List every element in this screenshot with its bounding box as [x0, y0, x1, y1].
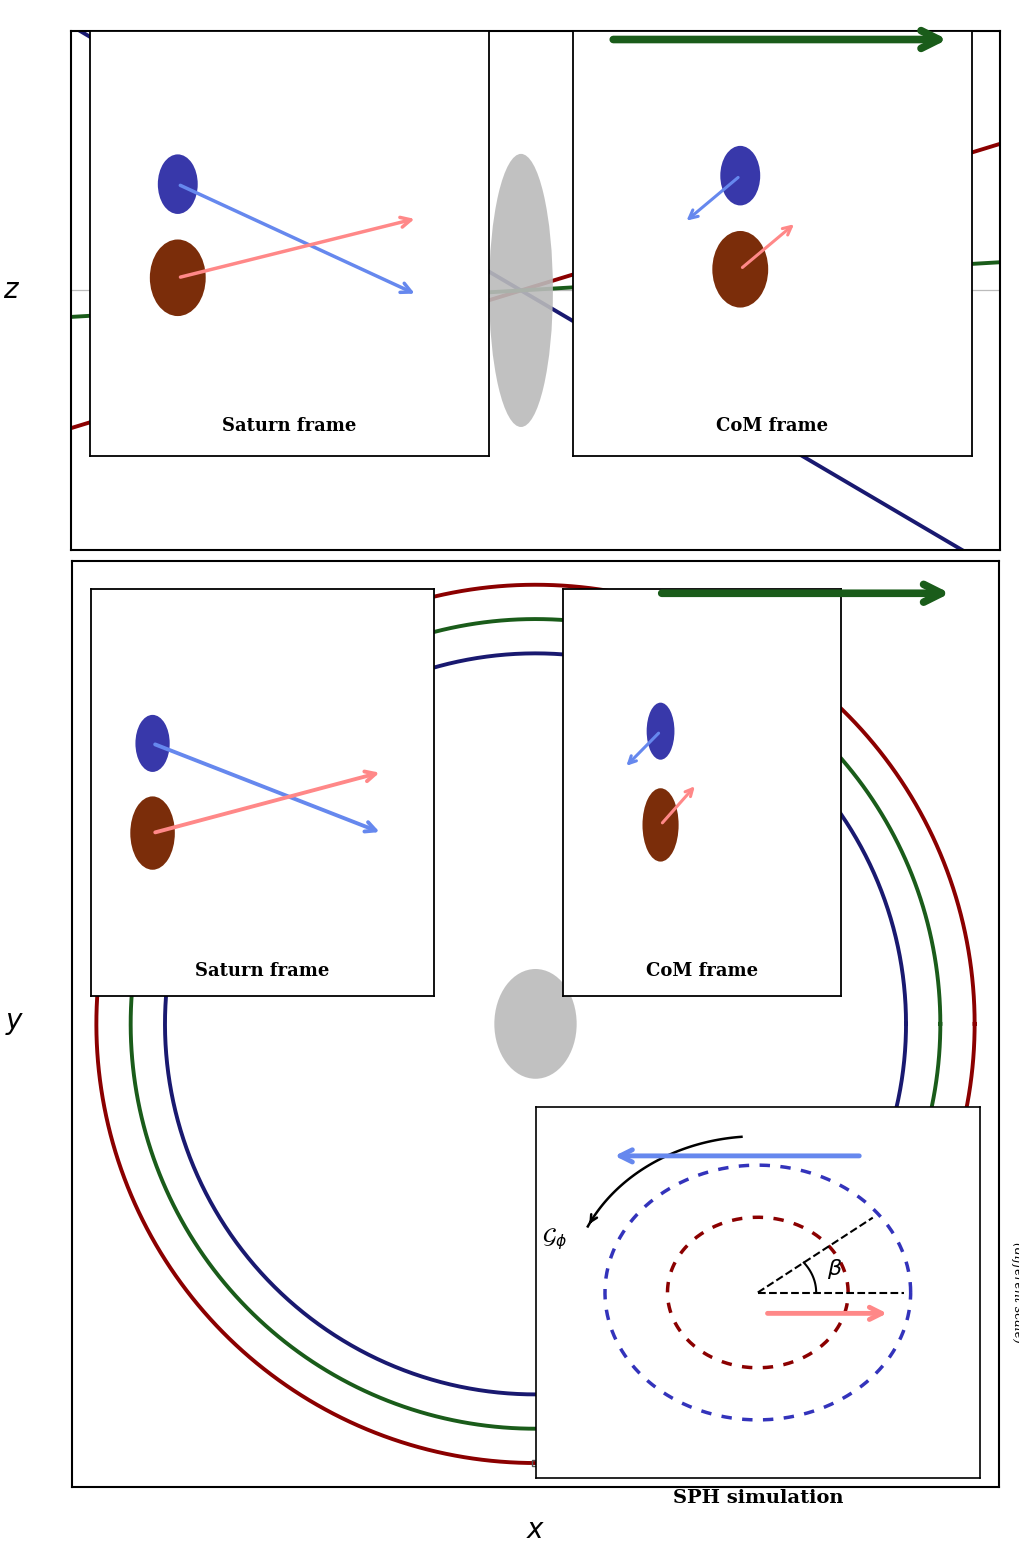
- Ellipse shape: [489, 153, 552, 428]
- Ellipse shape: [494, 970, 576, 1078]
- Text: $x$: $x$: [526, 1516, 544, 1544]
- Text: $z$: $z$: [3, 277, 20, 304]
- Text: $y$: $y$: [5, 1010, 24, 1038]
